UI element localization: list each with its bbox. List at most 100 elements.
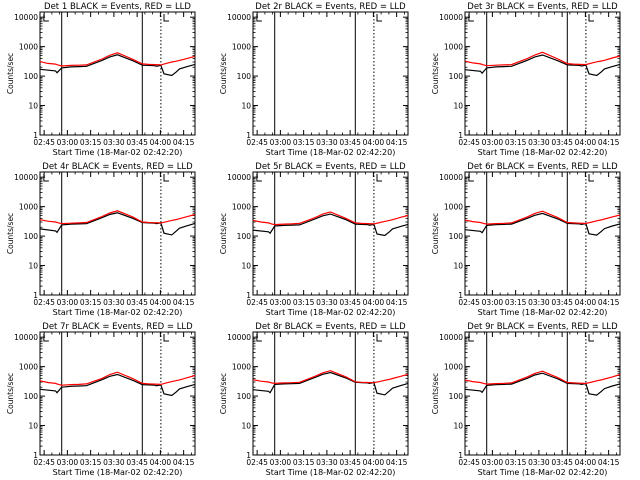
chart-panel-det-4r: Det 4r BLACK = Events, RED = LLD 1 10 100 10…	[6, 162, 196, 317]
x-tick-label: 03:45	[551, 458, 573, 467]
y-tick-label: 100	[24, 392, 39, 401]
events-series-line	[464, 212, 621, 236]
x-tick-label: 03:00	[270, 298, 292, 307]
x-tick-label: 03:15	[505, 138, 527, 147]
x-tick-label: 03:45	[126, 458, 148, 467]
x-tick-label: 03:00	[270, 458, 292, 467]
x-axis-label: Start Time (18-Mar-02 02:42:20)	[478, 308, 608, 317]
x-axis-label: Start Time (18-Mar-02 02:42:20)	[266, 148, 396, 157]
corner-l-marker	[588, 334, 594, 342]
corner-l-marker	[256, 14, 262, 22]
corner-l-marker	[376, 14, 382, 22]
x-tick-label: 02:45	[33, 138, 55, 147]
chart-panel-det-7r: Det 7r BLACK = Events, RED = LLD 1 10 100 10…	[6, 322, 196, 477]
chart-panel-det-8r: Det 8r BLACK = Events, RED = LLD 1 10 100 10…	[219, 322, 409, 477]
x-tick-label: 03:15	[80, 138, 102, 147]
x-tick-label: 04:00	[575, 138, 597, 147]
y-tick-label: 100	[24, 232, 39, 241]
x-axis-label: Start Time (18-Mar-02 02:42:20)	[478, 468, 608, 477]
x-axis-label: Start Time (18-Mar-02 02:42:20)	[266, 468, 396, 477]
x-axis-label: Start Time (18-Mar-02 02:42:20)	[53, 308, 183, 317]
y-tick-label: 10	[28, 422, 38, 431]
y-tick-label: 100	[237, 232, 252, 241]
x-tick-label: 03:15	[80, 298, 102, 307]
events-series-line	[252, 371, 409, 396]
lld-series-line	[39, 210, 196, 225]
corner-l-marker	[256, 174, 262, 182]
chart-panel-det-9r: Det 9r BLACK = Events, RED = LLD 1 10 100 10…	[431, 322, 621, 477]
y-tick-label: 1000	[232, 203, 251, 212]
x-tick-label: 03:45	[551, 138, 573, 147]
y-tick-label: 1000	[444, 363, 463, 372]
chart-title: Det 3r BLACK = Events, RED = LLD	[467, 2, 618, 12]
y-tick-label: 100	[449, 232, 464, 241]
y-tick-label: 1000	[444, 203, 463, 212]
x-tick-label: 04:00	[363, 298, 385, 307]
plot-frame	[252, 171, 409, 296]
x-tick-label: 04:15	[598, 458, 620, 467]
chart-panel-det-6r: Det 6r BLACK = Events, RED = LLD 1 10 100 10…	[431, 162, 621, 317]
events-series-line	[464, 372, 621, 396]
x-tick-label: 04:15	[386, 298, 408, 307]
corner-l-marker	[468, 334, 474, 342]
plot-frame	[252, 11, 409, 136]
y-axis-label: Counts/sec	[6, 373, 15, 414]
y-tick-label: 10	[453, 262, 463, 271]
events-series-line	[39, 212, 196, 236]
x-tick-label: 04:00	[575, 458, 597, 467]
x-tick-label: 04:00	[363, 458, 385, 467]
chart-title: Det 2r BLACK = Events, RED = LLD	[255, 2, 406, 12]
y-tick-label: 1	[246, 291, 251, 300]
y-tick-label: 100	[237, 72, 252, 81]
corner-l-marker	[588, 174, 594, 182]
corner-l-marker	[376, 334, 382, 342]
y-axis-label: Counts/sec	[6, 213, 15, 254]
y-tick-label: 1	[246, 451, 251, 460]
y-tick-label: 10	[241, 102, 251, 111]
chart-panel-det-1: Det 1 BLACK = Events, RED = LLD 1 10 100 100…	[6, 2, 196, 157]
x-tick-label: 04:15	[598, 298, 620, 307]
lld-series-line	[252, 211, 409, 226]
events-series-line	[39, 54, 196, 77]
corner-l-marker	[468, 174, 474, 182]
plot-frame	[464, 331, 621, 456]
x-tick-label: 02:45	[458, 138, 480, 147]
x-tick-label: 02:45	[33, 458, 55, 467]
x-tick-label: 02:45	[458, 458, 480, 467]
y-tick-label: 10000	[227, 13, 251, 22]
y-axis-label: Counts/sec	[219, 213, 228, 254]
y-tick-label: 1000	[232, 43, 251, 52]
plot-frame	[252, 331, 409, 456]
x-tick-label: 03:45	[126, 298, 148, 307]
lld-series-line	[39, 371, 196, 386]
chart-panel-det-3r: Det 3r BLACK = Events, RED = LLD 1 10 100 10…	[431, 2, 621, 157]
chart-title: Det 4r BLACK = Events, RED = LLD	[42, 162, 193, 172]
x-tick-label: 02:45	[33, 298, 55, 307]
corner-l-marker	[163, 334, 169, 342]
x-tick-label: 02:45	[246, 138, 268, 147]
y-tick-label: 1000	[232, 363, 251, 372]
y-tick-label: 1000	[19, 363, 38, 372]
corner-l-marker	[43, 14, 49, 22]
x-tick-label: 03:30	[528, 298, 550, 307]
x-tick-label: 03:45	[339, 138, 361, 147]
y-tick-label: 10	[241, 422, 251, 431]
x-tick-label: 03:30	[528, 458, 550, 467]
plot-frame	[464, 11, 621, 136]
lld-series-line	[464, 210, 621, 225]
x-tick-label: 03:30	[528, 138, 550, 147]
x-axis-label: Start Time (18-Mar-02 02:42:20)	[266, 308, 396, 317]
x-tick-label: 03:15	[293, 138, 315, 147]
chart-title: Det 8r BLACK = Events, RED = LLD	[255, 322, 406, 332]
y-tick-label: 10000	[439, 173, 463, 182]
y-tick-label: 10000	[14, 13, 38, 22]
x-axis-label: Start Time (18-Mar-02 02:42:20)	[53, 468, 183, 477]
x-tick-label: 03:00	[57, 458, 79, 467]
x-tick-label: 03:00	[57, 298, 79, 307]
x-tick-label: 02:45	[246, 458, 268, 467]
x-tick-label: 03:30	[103, 298, 125, 307]
lld-series-line	[252, 370, 409, 385]
y-tick-label: 1	[458, 131, 463, 140]
x-tick-label: 03:15	[293, 298, 315, 307]
